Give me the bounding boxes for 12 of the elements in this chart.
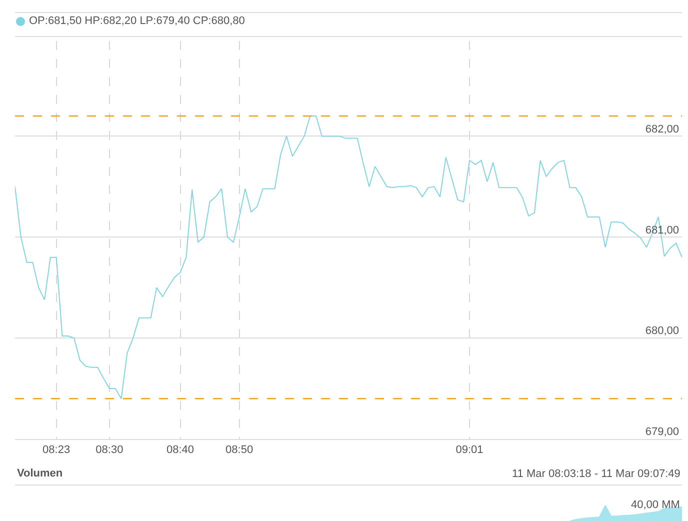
x-tick-label: 08:30 xyxy=(96,444,124,456)
x-tick-label: 08:40 xyxy=(166,444,194,456)
x-tick-label: 08:23 xyxy=(42,444,70,456)
y-tick-label: 682,00 xyxy=(645,123,679,136)
x-tick-label: 08:50 xyxy=(226,444,254,456)
y-tick-label: 679,00 xyxy=(645,426,679,438)
legend-label: OP:681,50 HP:682,20 LP:679,40 CP:680,80 xyxy=(29,15,245,27)
annotation: 40,00 MM xyxy=(631,499,680,511)
text: 11 Mar 08:03:18 - 11 Mar 09:07:49 xyxy=(512,468,680,480)
y-tick-label: 680,00 xyxy=(645,325,679,338)
chart-title: Volumen xyxy=(17,468,63,480)
x-tick-label: 09:01 xyxy=(456,444,484,456)
